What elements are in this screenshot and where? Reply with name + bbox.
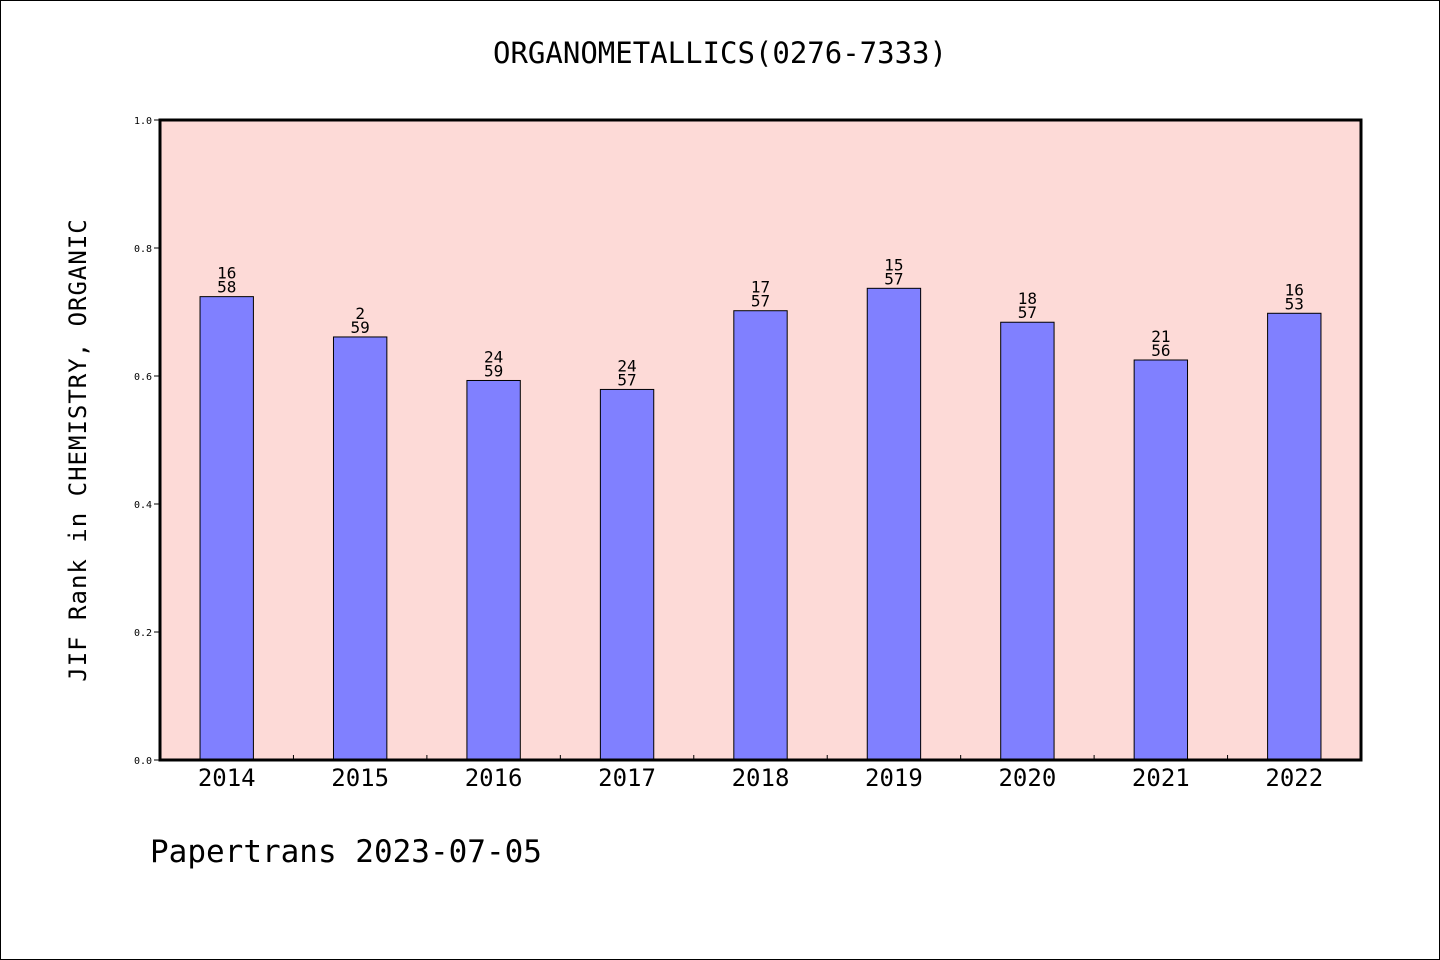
y-tick-label: 0.6	[134, 372, 152, 383]
y-tick-label: 0.8	[134, 244, 152, 255]
x-tick-label-2021: 2021	[1132, 764, 1190, 792]
x-tick-label-2022: 2022	[1265, 764, 1323, 792]
x-tick-label-2017: 2017	[598, 764, 656, 792]
data-label-rank-2014: 16	[217, 264, 236, 283]
x-tick-label-2016: 2016	[465, 764, 523, 792]
bar-2022	[1267, 312, 1322, 761]
bar-2014	[199, 296, 254, 761]
data-label-total-2016: 59	[484, 361, 503, 380]
bar-2018	[733, 310, 788, 761]
x-tick-label-2019: 2019	[865, 764, 923, 792]
data-label-total-2020: 57	[1018, 303, 1037, 322]
bar-2020	[1000, 321, 1055, 761]
y-tick-label: 1.0	[134, 116, 152, 127]
data-label-rank-2015: 2	[355, 304, 365, 323]
chart-title: ORGANOMETALLICS(0276-7333)	[493, 36, 947, 70]
data-label-total-2022: 53	[1285, 294, 1304, 313]
plot-border	[158, 118, 1363, 762]
data-label-total-2021: 56	[1151, 341, 1170, 360]
watermark-text: Papertrans 2023-07-05	[150, 834, 542, 870]
data-label-total-2015: 59	[351, 318, 370, 337]
data-label-rank-2017: 24	[617, 356, 636, 375]
data-label-total-2017: 57	[617, 370, 636, 389]
data-label-rank-2022: 16	[1285, 280, 1304, 299]
x-tick-label-2015: 2015	[331, 764, 389, 792]
data-label-total-2014: 58	[217, 278, 236, 297]
x-tick-label-2018: 2018	[732, 764, 790, 792]
data-label-rank-2019: 15	[884, 255, 903, 274]
bar-2016	[466, 379, 521, 761]
y-tick-label: 0.4	[134, 500, 152, 511]
y-axis: 0.0 0.2 0.4 0.6 0.8 1.0	[134, 116, 160, 767]
x-tick-label-2020: 2020	[998, 764, 1056, 792]
y-tick-label: 0.0	[134, 756, 152, 767]
data-label-total-2018: 57	[751, 292, 770, 311]
bar-2017	[599, 388, 655, 761]
data-label-rank-2020: 18	[1018, 289, 1037, 308]
y-tick-label: 0.2	[134, 628, 152, 639]
bar-2021	[1133, 359, 1189, 761]
data-label-rank-2016: 24	[484, 347, 503, 366]
data-label-rank-2018: 17	[751, 278, 770, 297]
bar-2015	[332, 336, 388, 761]
bar-2019	[866, 287, 922, 761]
data-label-total-2019: 57	[884, 269, 903, 288]
x-tick-label-2014: 2014	[198, 764, 256, 792]
data-label-rank-2021: 21	[1151, 327, 1170, 346]
x-axis: 2014 2015 2016 2017 2018 2019 2020 2021 2022	[198, 755, 1323, 792]
bars-layer	[199, 287, 1322, 761]
